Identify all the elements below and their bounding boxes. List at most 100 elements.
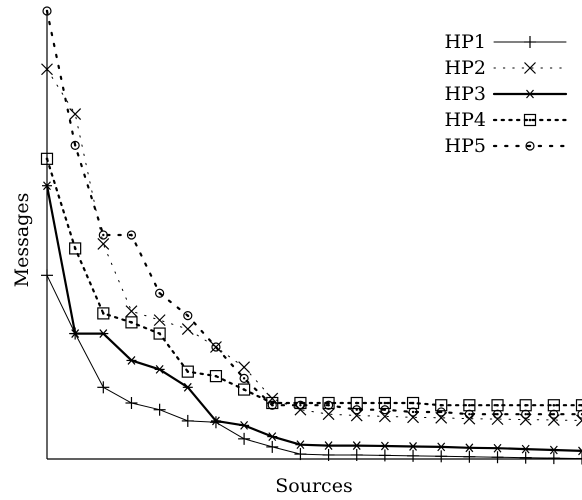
- series-layer: [40, 6, 582, 465]
- data-point-hp3-5: [182, 382, 193, 392]
- data-point-hp5-12: [380, 405, 390, 415]
- legend: HP1 HP2 HP3 HP4 HP5: [445, 31, 568, 157]
- series-hp2: [41, 63, 582, 427]
- data-point-hp5-18: [549, 409, 559, 419]
- data-point-hp2-10: [322, 408, 335, 421]
- legend-marker-hp3: [525, 89, 535, 99]
- legend-marker-hp5: [525, 141, 535, 151]
- data-point-hp1-11: [350, 448, 363, 461]
- data-point-hp4-14: [435, 399, 448, 412]
- series-line-hp1: [46, 274, 582, 460]
- data-point-hp1-17: [519, 451, 532, 464]
- data-point-hp5-5: [183, 311, 193, 321]
- data-point-hp1-3: [125, 397, 138, 409]
- legend-label-hp1: HP1: [445, 31, 486, 53]
- data-point-hp3-3: [126, 356, 137, 365]
- data-point-hp2-4: [153, 314, 166, 327]
- data-point-hp5-19: [577, 409, 582, 419]
- legend-label-hp2: HP2: [445, 57, 486, 79]
- data-point-hp2-8: [266, 392, 279, 405]
- data-point-hp5-0: [42, 6, 52, 16]
- data-point-hp4-17: [519, 399, 532, 412]
- data-point-hp5-17: [521, 409, 531, 419]
- data-point-hp5-13: [408, 407, 418, 417]
- data-point-hp2-7: [238, 361, 251, 374]
- data-point-hp5-1: [70, 140, 80, 150]
- legend-marker-hp1: [524, 36, 536, 48]
- data-point-hp1-4: [153, 403, 166, 416]
- data-point-hp1-12: [378, 449, 391, 462]
- data-point-hp4-9: [294, 396, 307, 410]
- x-axis-title: Sources: [275, 475, 352, 497]
- data-point-hp5-15: [464, 409, 474, 419]
- data-point-hp2-5: [181, 323, 194, 336]
- data-point-hp1-14: [435, 450, 448, 463]
- series-line-hp5: [45, 9, 582, 416]
- data-point-hp1-15: [463, 450, 476, 463]
- data-point-hp3-0: [42, 181, 52, 191]
- data-point-hp5-3: [126, 230, 137, 240]
- data-point-hp4-6: [209, 370, 223, 383]
- data-point-hp1-19: [576, 452, 582, 465]
- data-point-hp1-13: [407, 449, 420, 462]
- data-point-hp1-18: [547, 452, 560, 465]
- data-point-hp4-12: [378, 396, 391, 410]
- data-point-hp3-13: [408, 442, 419, 451]
- series-hp3: [42, 181, 582, 456]
- data-point-hp1-5: [181, 414, 194, 427]
- data-point-hp5-2: [98, 230, 108, 240]
- data-point-hp5-16: [492, 409, 503, 419]
- data-point-hp3-9: [295, 440, 306, 450]
- data-point-hp2-2: [97, 238, 110, 250]
- data-point-hp5-7: [239, 373, 249, 383]
- legend-marker-hp2: [524, 62, 536, 74]
- data-point-hp4-1: [69, 242, 82, 255]
- data-point-hp2-1: [69, 108, 82, 120]
- series-hp5: [42, 6, 582, 419]
- y-axis-title: Messages: [11, 193, 33, 288]
- data-point-hp5-11: [352, 405, 362, 415]
- data-point-hp4-2: [97, 307, 110, 320]
- data-point-hp5-8: [267, 400, 277, 410]
- data-point-hp5-4: [155, 288, 165, 298]
- data-point-hp3-2: [98, 329, 109, 338]
- data-point-hp1-10: [322, 448, 335, 461]
- data-point-hp3-1: [70, 329, 81, 338]
- data-point-hp4-10: [322, 396, 335, 410]
- data-point-hp4-3: [125, 316, 138, 329]
- data-point-hp2-12: [378, 410, 391, 423]
- data-point-hp3-4: [154, 365, 165, 374]
- data-point-hp1-8: [266, 440, 279, 453]
- data-point-hp3-10: [323, 441, 334, 450]
- legend-label-hp5: HP5: [445, 135, 486, 157]
- legend-label-hp4: HP4: [445, 109, 486, 131]
- data-point-hp4-11: [350, 396, 363, 410]
- data-point-hp3-16: [492, 443, 503, 453]
- data-point-hp4-5: [181, 365, 194, 378]
- data-point-hp4-4: [153, 327, 166, 340]
- data-point-hp3-6: [210, 416, 221, 426]
- data-point-hp3-12: [379, 441, 390, 451]
- data-point-hp1-0: [41, 269, 53, 282]
- data-point-hp1-16: [491, 451, 504, 464]
- data-point-hp3-18: [548, 445, 559, 455]
- series-hp1: [41, 269, 582, 465]
- data-point-hp3-11: [351, 441, 362, 450]
- data-point-hp3-15: [464, 443, 475, 453]
- data-point-hp1-7: [238, 432, 251, 445]
- data-point-hp2-3: [125, 305, 138, 318]
- data-point-hp3-7: [239, 421, 250, 430]
- data-point-hp5-14: [436, 407, 446, 417]
- data-point-hp2-0: [41, 63, 53, 76]
- data-point-hp3-17: [520, 444, 531, 454]
- data-point-hp5-9: [295, 400, 306, 410]
- data-point-hp3-8: [267, 432, 278, 441]
- series-line-hp2: [46, 68, 582, 421]
- legend-marker-hp4: [523, 113, 537, 127]
- series-line-hp4: [45, 157, 582, 407]
- data-point-hp5-10: [323, 400, 334, 410]
- data-point-hp5-6: [211, 342, 221, 352]
- data-point-hp3-19: [577, 446, 582, 456]
- data-point-hp4-7: [238, 383, 251, 396]
